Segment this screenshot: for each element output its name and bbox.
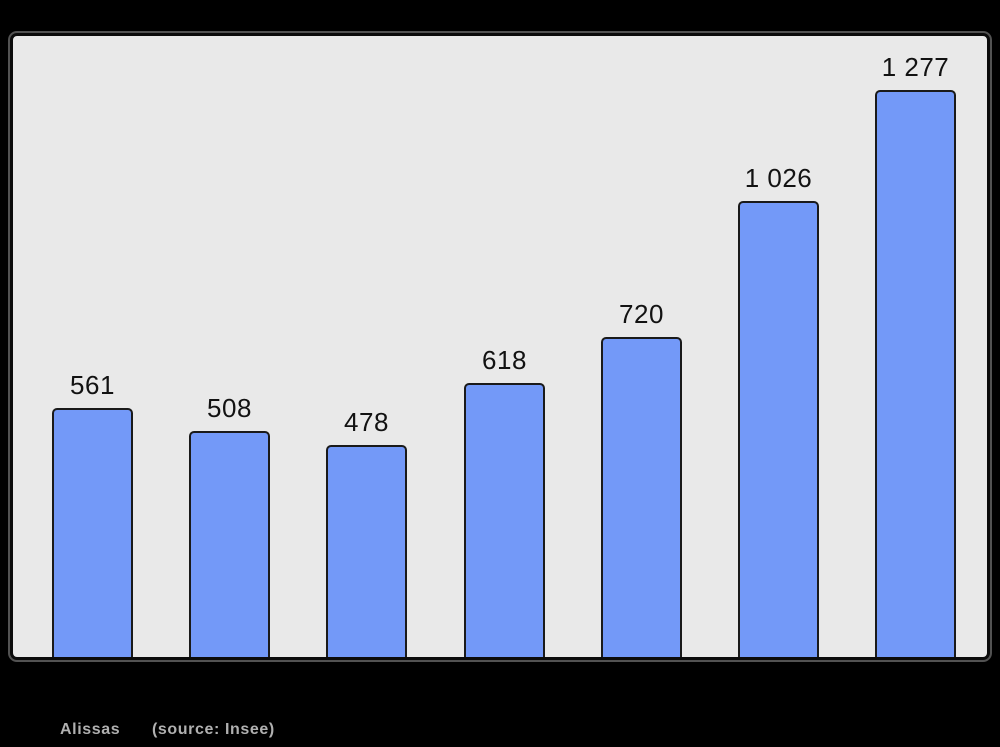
bar-group: 1 277 <box>875 54 956 657</box>
bar-value-label: 478 <box>344 407 389 437</box>
chart-frame: 561 508 478 618 720 1 026 1 277 <box>10 33 990 660</box>
caption-source: (source: Insee) <box>152 721 275 738</box>
bar <box>189 431 270 657</box>
bar <box>738 201 819 657</box>
bar <box>875 90 956 657</box>
bar <box>464 383 545 657</box>
bar-group: 618 <box>464 347 545 657</box>
bar-group: 478 <box>326 409 407 657</box>
bar-value-label: 1 277 <box>881 52 950 82</box>
bar <box>326 445 407 657</box>
bar <box>52 408 133 657</box>
bar <box>601 337 682 657</box>
bar-group: 1 026 <box>738 165 819 657</box>
caption-commune-name: Alissas <box>60 721 121 738</box>
bar-group: 508 <box>189 395 270 657</box>
bar-group: 720 <box>601 301 682 657</box>
plot-area: 561 508 478 618 720 1 026 1 277 <box>13 36 987 657</box>
bar-value-label: 1 026 <box>744 163 813 193</box>
bar-value-label: 561 <box>70 370 115 400</box>
bar-value-label: 618 <box>482 345 527 375</box>
bar-value-label: 508 <box>207 393 252 423</box>
bar-group: 561 <box>52 372 133 657</box>
bar-value-label: 720 <box>619 299 664 329</box>
